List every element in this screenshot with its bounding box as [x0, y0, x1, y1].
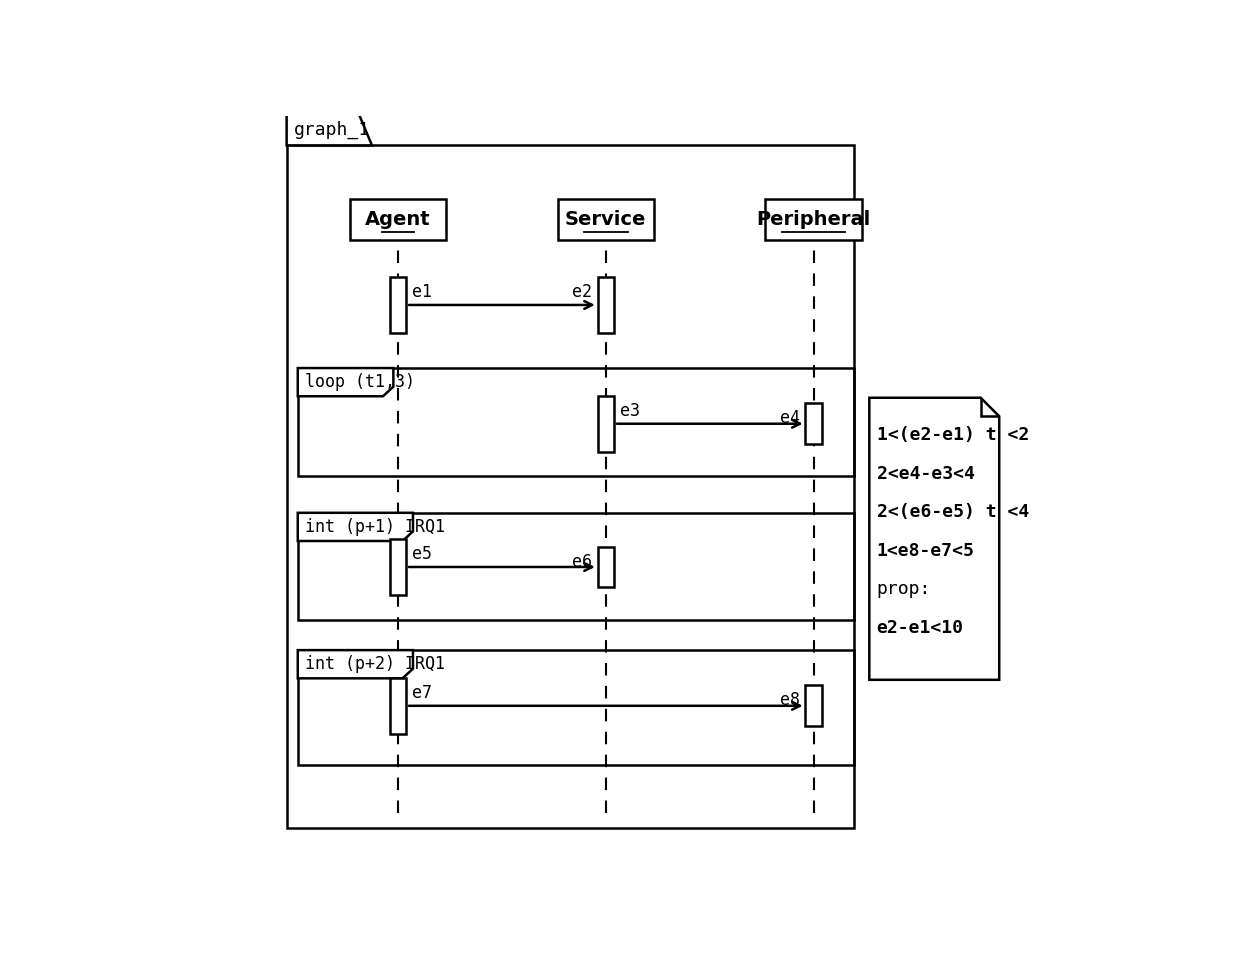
- Bar: [598, 396, 614, 451]
- Text: e7: e7: [412, 683, 432, 702]
- Text: e5: e5: [412, 545, 432, 563]
- Bar: [286, 146, 854, 828]
- Text: 1<(e2-e1) t <2: 1<(e2-e1) t <2: [877, 426, 1029, 444]
- Text: loop (t1,3): loop (t1,3): [305, 373, 415, 391]
- Text: e6: e6: [572, 552, 591, 571]
- Text: 2<e4-e3<4: 2<e4-e3<4: [877, 465, 975, 483]
- Text: graph_1: graph_1: [294, 120, 371, 139]
- Bar: [298, 368, 854, 475]
- Bar: [806, 403, 822, 444]
- Text: e2: e2: [572, 283, 591, 301]
- Bar: [806, 685, 822, 726]
- Bar: [298, 650, 854, 765]
- Text: 2<(e6-e5) t <4: 2<(e6-e5) t <4: [877, 503, 1029, 522]
- Bar: [389, 539, 407, 595]
- Bar: [598, 277, 614, 333]
- Bar: [350, 200, 446, 240]
- Text: e8: e8: [780, 691, 800, 710]
- Bar: [389, 277, 407, 333]
- Polygon shape: [298, 513, 413, 541]
- Bar: [598, 547, 614, 587]
- Polygon shape: [869, 398, 999, 680]
- Polygon shape: [298, 368, 393, 396]
- Text: int (p+2) IRQ1: int (p+2) IRQ1: [305, 656, 445, 673]
- Text: e1: e1: [412, 283, 432, 301]
- Polygon shape: [298, 650, 413, 679]
- Polygon shape: [286, 114, 372, 146]
- Text: e4: e4: [780, 410, 800, 427]
- Text: 1<e8-e7<5: 1<e8-e7<5: [877, 542, 975, 560]
- Bar: [765, 200, 862, 240]
- Text: Peripheral: Peripheral: [756, 210, 870, 229]
- Text: prop:: prop:: [877, 580, 931, 599]
- Text: Service: Service: [565, 210, 646, 229]
- Bar: [389, 678, 407, 734]
- Bar: [298, 513, 854, 621]
- Text: Agent: Agent: [365, 210, 430, 229]
- Text: e2-e1<10: e2-e1<10: [877, 619, 963, 637]
- Text: int (p+1) IRQ1: int (p+1) IRQ1: [305, 518, 445, 536]
- Bar: [558, 200, 653, 240]
- Text: e3: e3: [620, 402, 640, 420]
